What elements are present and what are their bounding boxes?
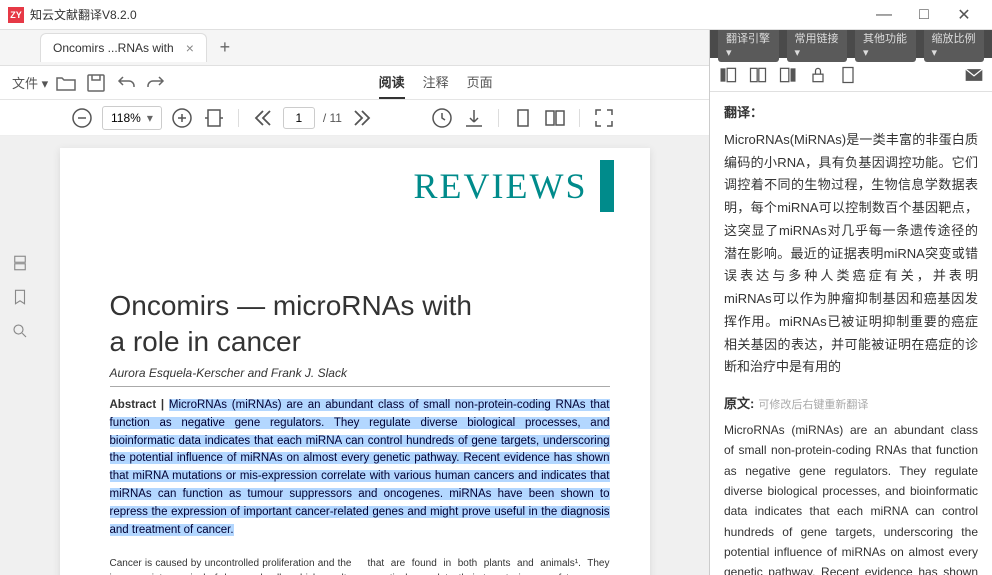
rotate-icon[interactable] <box>430 106 454 130</box>
zoom-value: 118% <box>111 111 141 125</box>
document-tab[interactable]: Oncomirs ...RNAs with × <box>40 33 207 62</box>
tab-read[interactable]: 阅读 <box>379 66 405 99</box>
app-title: 知云文献翻译V8.2.0 <box>30 6 864 23</box>
tab-annotate[interactable]: 注释 <box>423 66 449 99</box>
tab-page[interactable]: 页面 <box>467 66 493 99</box>
original-title: 原文:可修改后右键重新翻译 <box>724 393 978 416</box>
abstract-label: Abstract | <box>110 399 165 411</box>
single-page-icon[interactable] <box>511 106 535 130</box>
menu-scale[interactable]: 缩放比例 ▾ <box>924 30 985 62</box>
review-label: REVIEWS <box>414 165 588 207</box>
app-logo: ZY <box>8 7 24 23</box>
save-icon[interactable] <box>84 71 108 95</box>
original-text[interactable]: MicroRNAs (miRNAs) are an abundant class… <box>724 420 978 575</box>
maximize-button[interactable]: □ <box>904 1 944 29</box>
open-icon[interactable] <box>54 71 78 95</box>
thumbnails-icon[interactable] <box>11 254 29 272</box>
fit-width-icon[interactable] <box>202 106 226 130</box>
tab-close-icon[interactable]: × <box>186 40 194 56</box>
review-header: REVIEWS <box>414 160 614 212</box>
review-bar <box>600 160 614 212</box>
close-button[interactable]: ✕ <box>944 1 984 29</box>
titlebar: ZY 知云文献翻译V8.2.0 — □ ✕ <box>0 0 992 30</box>
original-hint: 可修改后右键重新翻译 <box>758 399 868 411</box>
undo-icon[interactable] <box>114 71 138 95</box>
lock-icon[interactable] <box>808 65 828 85</box>
page-input[interactable] <box>283 107 315 129</box>
article-abstract[interactable]: Abstract | MicroRNAs (miRNAs) are an abu… <box>110 397 610 540</box>
chevron-down-icon: ▾ <box>147 111 153 125</box>
fullscreen-icon[interactable] <box>592 106 616 130</box>
right-menubar: 翻译引擎 ▾ 常用链接 ▾ 其他功能 ▾ 缩放比例 ▾ <box>710 30 992 58</box>
article-body: Cancer is caused by uncontrolled prolife… <box>110 556 610 575</box>
layout-split-icon[interactable] <box>748 65 768 85</box>
redo-icon[interactable] <box>144 71 168 95</box>
tab-label: Oncomirs ...RNAs with <box>53 41 174 55</box>
minimize-button[interactable]: — <box>864 1 904 29</box>
mail-icon[interactable] <box>964 65 984 85</box>
bookmark-icon[interactable] <box>11 288 29 306</box>
layout-left-icon[interactable] <box>718 65 738 85</box>
translation-panel: 翻译引擎 ▾ 常用链接 ▾ 其他功能 ▾ 缩放比例 ▾ 翻译： MicroRNA… <box>710 30 992 575</box>
layout-right-icon[interactable] <box>778 65 798 85</box>
abstract-selected-text: MicroRNAs (miRNAs) are an abundant class… <box>110 399 610 536</box>
prev-page-icon[interactable] <box>251 106 275 130</box>
page-icon[interactable] <box>838 65 858 85</box>
zoom-select[interactable]: 118% ▾ <box>102 106 162 130</box>
translation-text[interactable]: MicroRNAs(MiRNAs)是一类丰富的非蛋白质编码的小RNA，具有负基因… <box>724 129 978 379</box>
file-menu[interactable]: 文件 ▾ <box>12 73 48 92</box>
translation-content: 翻译： MicroRNAs(MiRNAs)是一类丰富的非蛋白质编码的小RNA，具… <box>710 92 992 575</box>
menu-other[interactable]: 其他功能 ▾ <box>855 30 916 62</box>
article-title: Oncomirs — microRNAs with a role in canc… <box>110 288 610 360</box>
next-page-icon[interactable] <box>350 106 374 130</box>
body-column-2: that are found in both plants and animal… <box>368 556 610 575</box>
page-total: / 11 <box>323 111 342 125</box>
zoom-in-icon[interactable] <box>170 106 194 130</box>
right-iconbar <box>710 58 992 92</box>
pdf-page: REVIEWS Oncomirs — microRNAs with a role… <box>60 148 650 575</box>
double-page-icon[interactable] <box>543 106 567 130</box>
zoom-out-icon[interactable] <box>70 106 94 130</box>
body-column-1: Cancer is caused by uncontrolled prolife… <box>110 556 352 575</box>
document-tabbar: Oncomirs ...RNAs with × + <box>0 30 709 66</box>
article-authors: Aurora Esquela-Kerscher and Frank J. Sla… <box>110 366 610 387</box>
menubar: 文件 ▾ 阅读 注释 页面 <box>0 66 709 100</box>
translation-title: 翻译： <box>724 102 978 125</box>
new-tab-button[interactable]: + <box>211 34 239 62</box>
menu-engine[interactable]: 翻译引擎 ▾ <box>718 30 779 62</box>
download-icon[interactable] <box>462 106 486 130</box>
search-icon[interactable] <box>11 322 29 340</box>
menu-links[interactable]: 常用链接 ▾ <box>787 30 848 62</box>
left-rail <box>0 244 40 340</box>
pdf-toolbar: 118% ▾ / 11 <box>0 100 709 136</box>
document-viewport[interactable]: REVIEWS Oncomirs — microRNAs with a role… <box>0 136 709 575</box>
